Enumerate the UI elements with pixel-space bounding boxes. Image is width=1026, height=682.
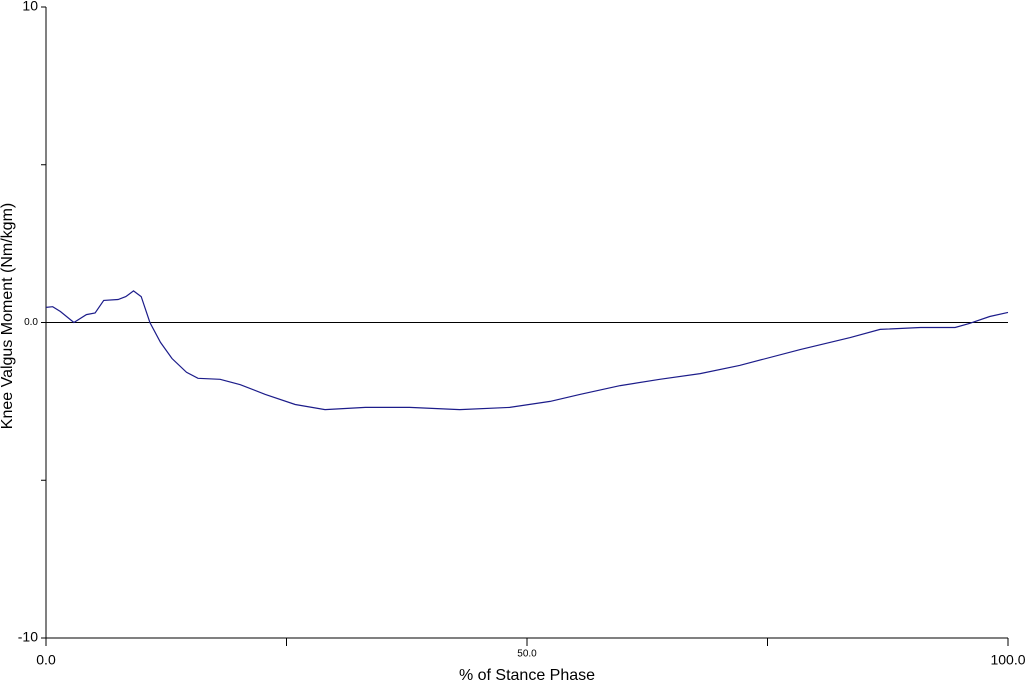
y-axis-title: Knee Valgus Moment (Nm/kgm) [0,203,16,429]
x-tick-label: 100.0 [990,652,1025,668]
data-line [45,290,1009,411]
x-tick-label: 50.0 [517,649,537,660]
y-tick-label: -10 [18,629,38,645]
y-tick-label: 0.0 [24,317,38,328]
x-tick-label: 0.0 [36,652,56,668]
x-axis-title: % of Stance Phase [459,667,595,682]
y-tick-label: 10 [22,0,38,14]
